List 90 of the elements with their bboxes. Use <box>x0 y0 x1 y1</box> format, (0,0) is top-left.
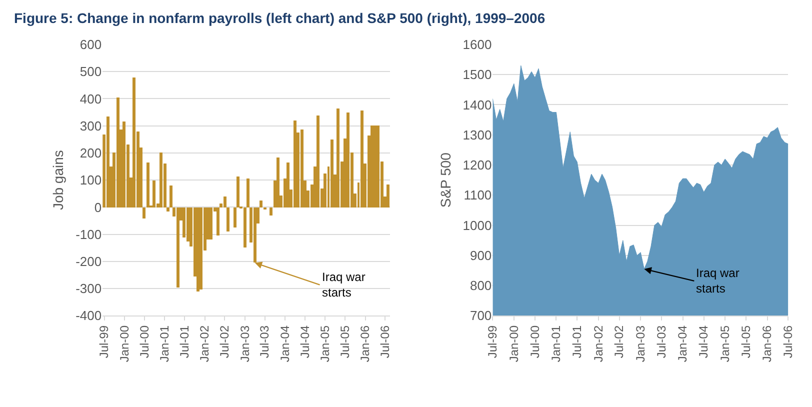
x-tick-label: Jul-05 <box>338 325 352 358</box>
bar <box>142 207 146 218</box>
bar <box>226 207 230 232</box>
y-tick-label: -100 <box>76 226 102 242</box>
bar <box>286 162 290 208</box>
y-tick-label: 100 <box>80 172 102 188</box>
bar <box>294 120 297 208</box>
chart-title: Figure 5: Change in nonfarm payrolls (left chart) and S&P 500 (right), 1999–2006 <box>14 10 546 26</box>
bar <box>176 207 180 288</box>
bar <box>170 185 173 208</box>
x-tick-label: Jul-00 <box>528 325 542 358</box>
y-tick-label: 700 <box>470 308 492 324</box>
y-axis-title: Job gains <box>50 150 66 210</box>
bar <box>246 178 250 208</box>
bar <box>360 110 364 208</box>
x-tick-label: Jan-05 <box>718 325 732 362</box>
bar <box>116 97 120 208</box>
x-tick-label: Jan-03 <box>634 325 648 362</box>
x-tick-label: Jan-00 <box>117 325 132 362</box>
y-tick-label: 200 <box>80 146 102 160</box>
bar <box>132 77 136 208</box>
x-tick-label: Jan-05 <box>318 325 332 362</box>
y-tick-label: -400 <box>76 308 102 324</box>
x-tick-label: Jul-03 <box>258 325 272 358</box>
x-tick-label: Jul-02 <box>612 325 626 358</box>
y-tick-label: 1300 <box>462 127 492 142</box>
x-tick-label: Jul-01 <box>177 325 192 358</box>
bar <box>300 129 304 208</box>
y-tick-label: 300 <box>80 118 102 134</box>
y-axis-title: S&P 500 <box>437 152 454 208</box>
bar <box>146 162 150 208</box>
x-tick-label: Jan-01 <box>158 325 172 362</box>
x-tick-label: Jul-99 <box>486 325 500 358</box>
x-tick-label: Jan-02 <box>591 325 606 362</box>
y-tick-label: 600 <box>80 37 102 52</box>
x-tick-label: Jan-02 <box>198 325 212 362</box>
bar <box>346 112 350 208</box>
x-tick-label: Jan-01 <box>549 325 564 362</box>
y-tick-label: -300 <box>76 281 102 296</box>
x-tick-label: Jul-01 <box>570 325 584 358</box>
bar <box>234 207 237 228</box>
bar <box>236 176 240 208</box>
x-tick-label: Jan-03 <box>238 325 252 362</box>
bar <box>106 116 110 208</box>
bar <box>260 200 263 208</box>
bar <box>244 207 247 248</box>
y-tick-label: 1200 <box>462 158 492 173</box>
y-tick-label: 400 <box>80 91 102 106</box>
bar <box>210 207 213 240</box>
y-tick-label: 1100 <box>464 188 492 203</box>
bar <box>152 180 156 208</box>
bar <box>330 139 334 208</box>
annotation: Iraq war starts <box>322 270 366 300</box>
y-tick-label: 500 <box>80 64 102 80</box>
bar <box>336 108 340 208</box>
bar <box>224 196 227 208</box>
y-tick-label: 1600 <box>462 37 492 52</box>
x-tick-label: Jul-00 <box>137 325 152 358</box>
x-tick-label: Jan-04 <box>278 325 292 362</box>
x-tick-label: Jul-06 <box>378 325 392 358</box>
bar <box>200 207 203 290</box>
y-tick-label: 900 <box>470 248 492 263</box>
y-tick-label: -200 <box>76 254 102 269</box>
bar <box>166 207 170 212</box>
y-tick-label: 800 <box>470 278 492 294</box>
x-tick-label: Jul-02 <box>218 325 232 358</box>
y-tick-label: 0 <box>94 200 102 215</box>
x-tick-label: Jan-00 <box>506 325 521 362</box>
annotation: Iraq war starts <box>696 266 740 296</box>
x-tick-label: Jan-06 <box>760 325 774 362</box>
x-tick-label: Jul-06 <box>781 325 796 358</box>
x-tick-label: Jul-04 <box>298 325 312 358</box>
x-tick-label: Jan-06 <box>358 325 372 362</box>
bar <box>276 157 280 208</box>
x-tick-label: Jul-99 <box>97 325 112 358</box>
y-tick-label: 1500 <box>462 67 492 82</box>
bar <box>216 207 220 236</box>
bar <box>270 207 273 216</box>
bar <box>316 115 320 208</box>
y-tick-label: 1400 <box>462 97 492 112</box>
y-tick-label: 1000 <box>462 218 492 233</box>
bar <box>122 121 126 208</box>
x-tick-label: Jan-04 <box>676 325 690 362</box>
bar <box>160 152 163 208</box>
x-tick-label: Jul-05 <box>738 325 753 358</box>
bar <box>182 207 186 238</box>
x-tick-label: Jul-04 <box>696 325 711 358</box>
bar <box>376 125 380 208</box>
x-tick-label: Jul-03 <box>654 325 668 358</box>
bar <box>386 184 390 208</box>
